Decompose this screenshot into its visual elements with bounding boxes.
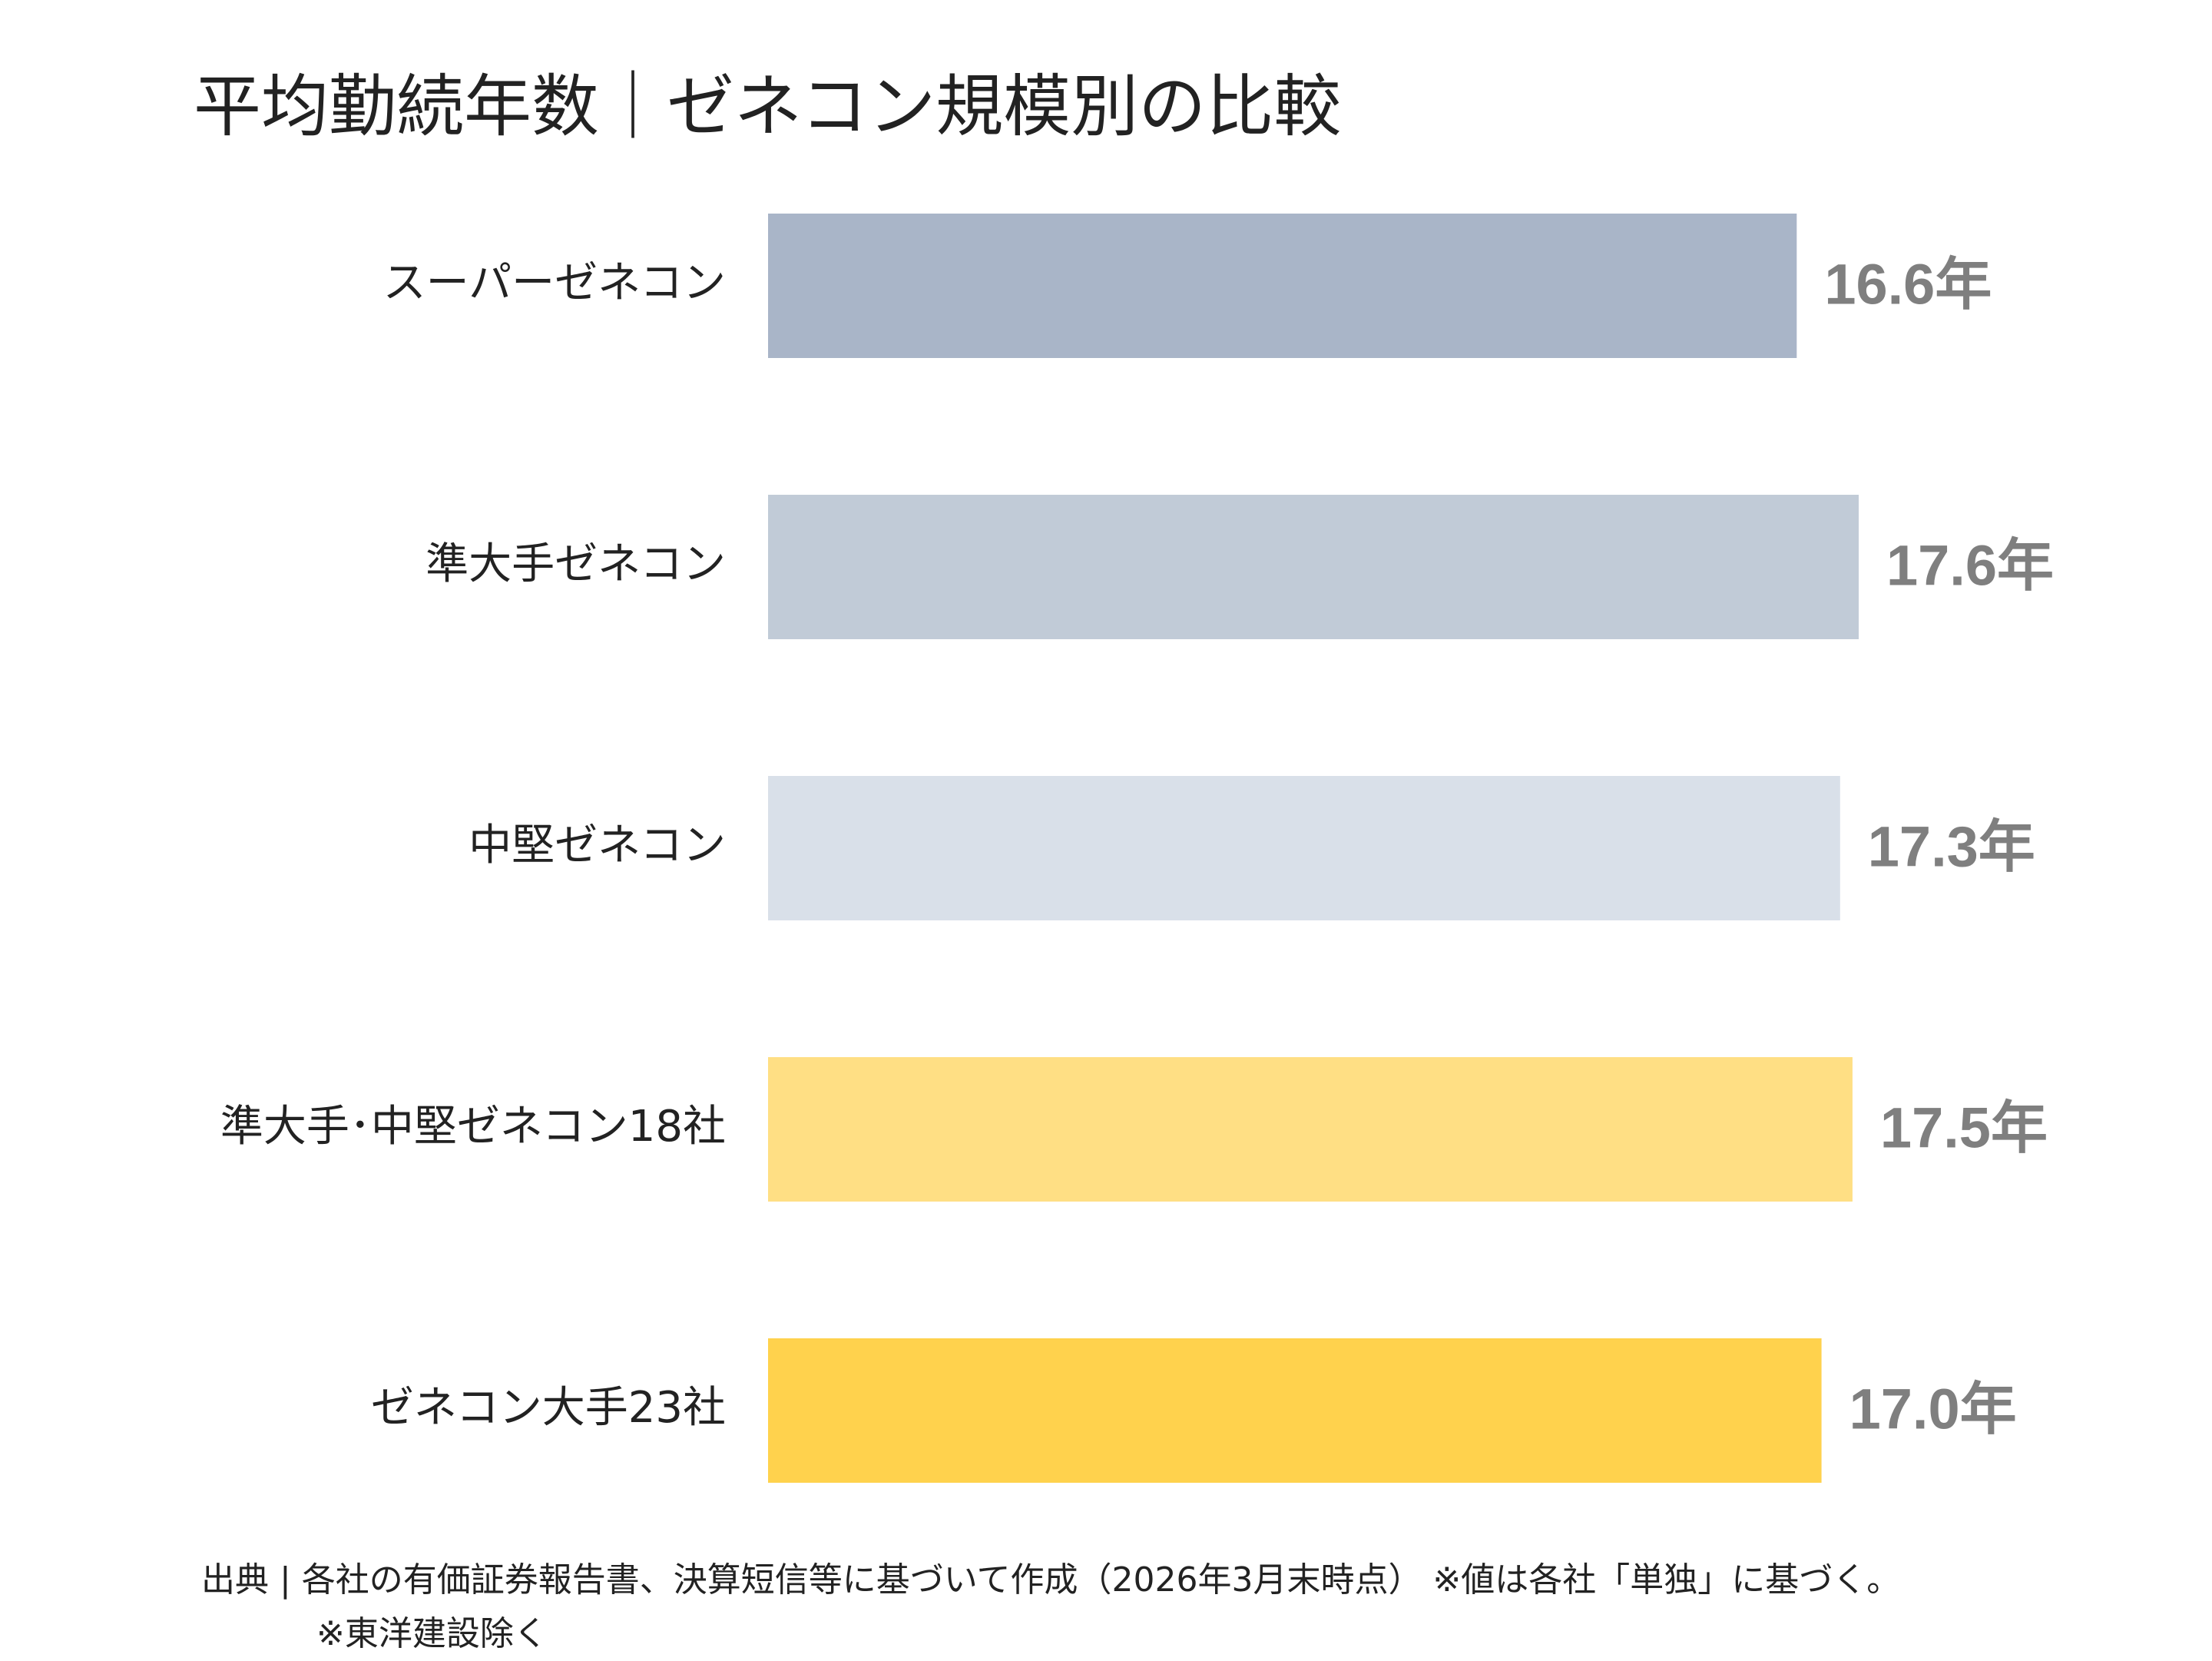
category-label-2: 準大手ゼネコン [426, 539, 726, 589]
bar-2 [768, 495, 1859, 639]
bar-4 [768, 1057, 1853, 1202]
bar-1 [768, 214, 1797, 358]
category-label-5: ゼネコン大手23社 [371, 1383, 726, 1433]
value-label-2: 17.6年 [1886, 534, 2054, 598]
bar-3 [768, 776, 1840, 920]
category-label-3: 中堅ゼネコン [469, 821, 726, 870]
bar-5 [768, 1338, 1822, 1483]
value-label-3: 17.3年 [1868, 815, 2035, 879]
category-label-1: スーパーゼネコン [383, 258, 726, 308]
category-label-4: 準大手･中堅ゼネコン18社 [220, 1102, 726, 1152]
value-label-4: 17.5年 [1880, 1096, 2048, 1160]
value-label-1: 16.6年 [1824, 253, 1992, 317]
bars-layer [768, 214, 1859, 1483]
value-label-5: 17.0年 [1849, 1378, 2017, 1441]
category-labels-layer: スーパーゼネコン準大手ゼネコン中堅ゼネコン準大手･中堅ゼネコン18社ゼネコン大手… [220, 258, 726, 1433]
source-note: 出典 | 各社の有価証券報告書、決算短信等に基づいて作成（2026年3月末時点）… [201, 1560, 1901, 1600]
value-labels-layer: 16.6年 17.6年 17.3年 17.5年 17.0年 [1824, 253, 2054, 1441]
chart-title: 平均勤続年数｜ゼネコン規模別の比較 [194, 67, 1342, 146]
source-exclusion-note: ※東洋建設除く [316, 1614, 548, 1653]
